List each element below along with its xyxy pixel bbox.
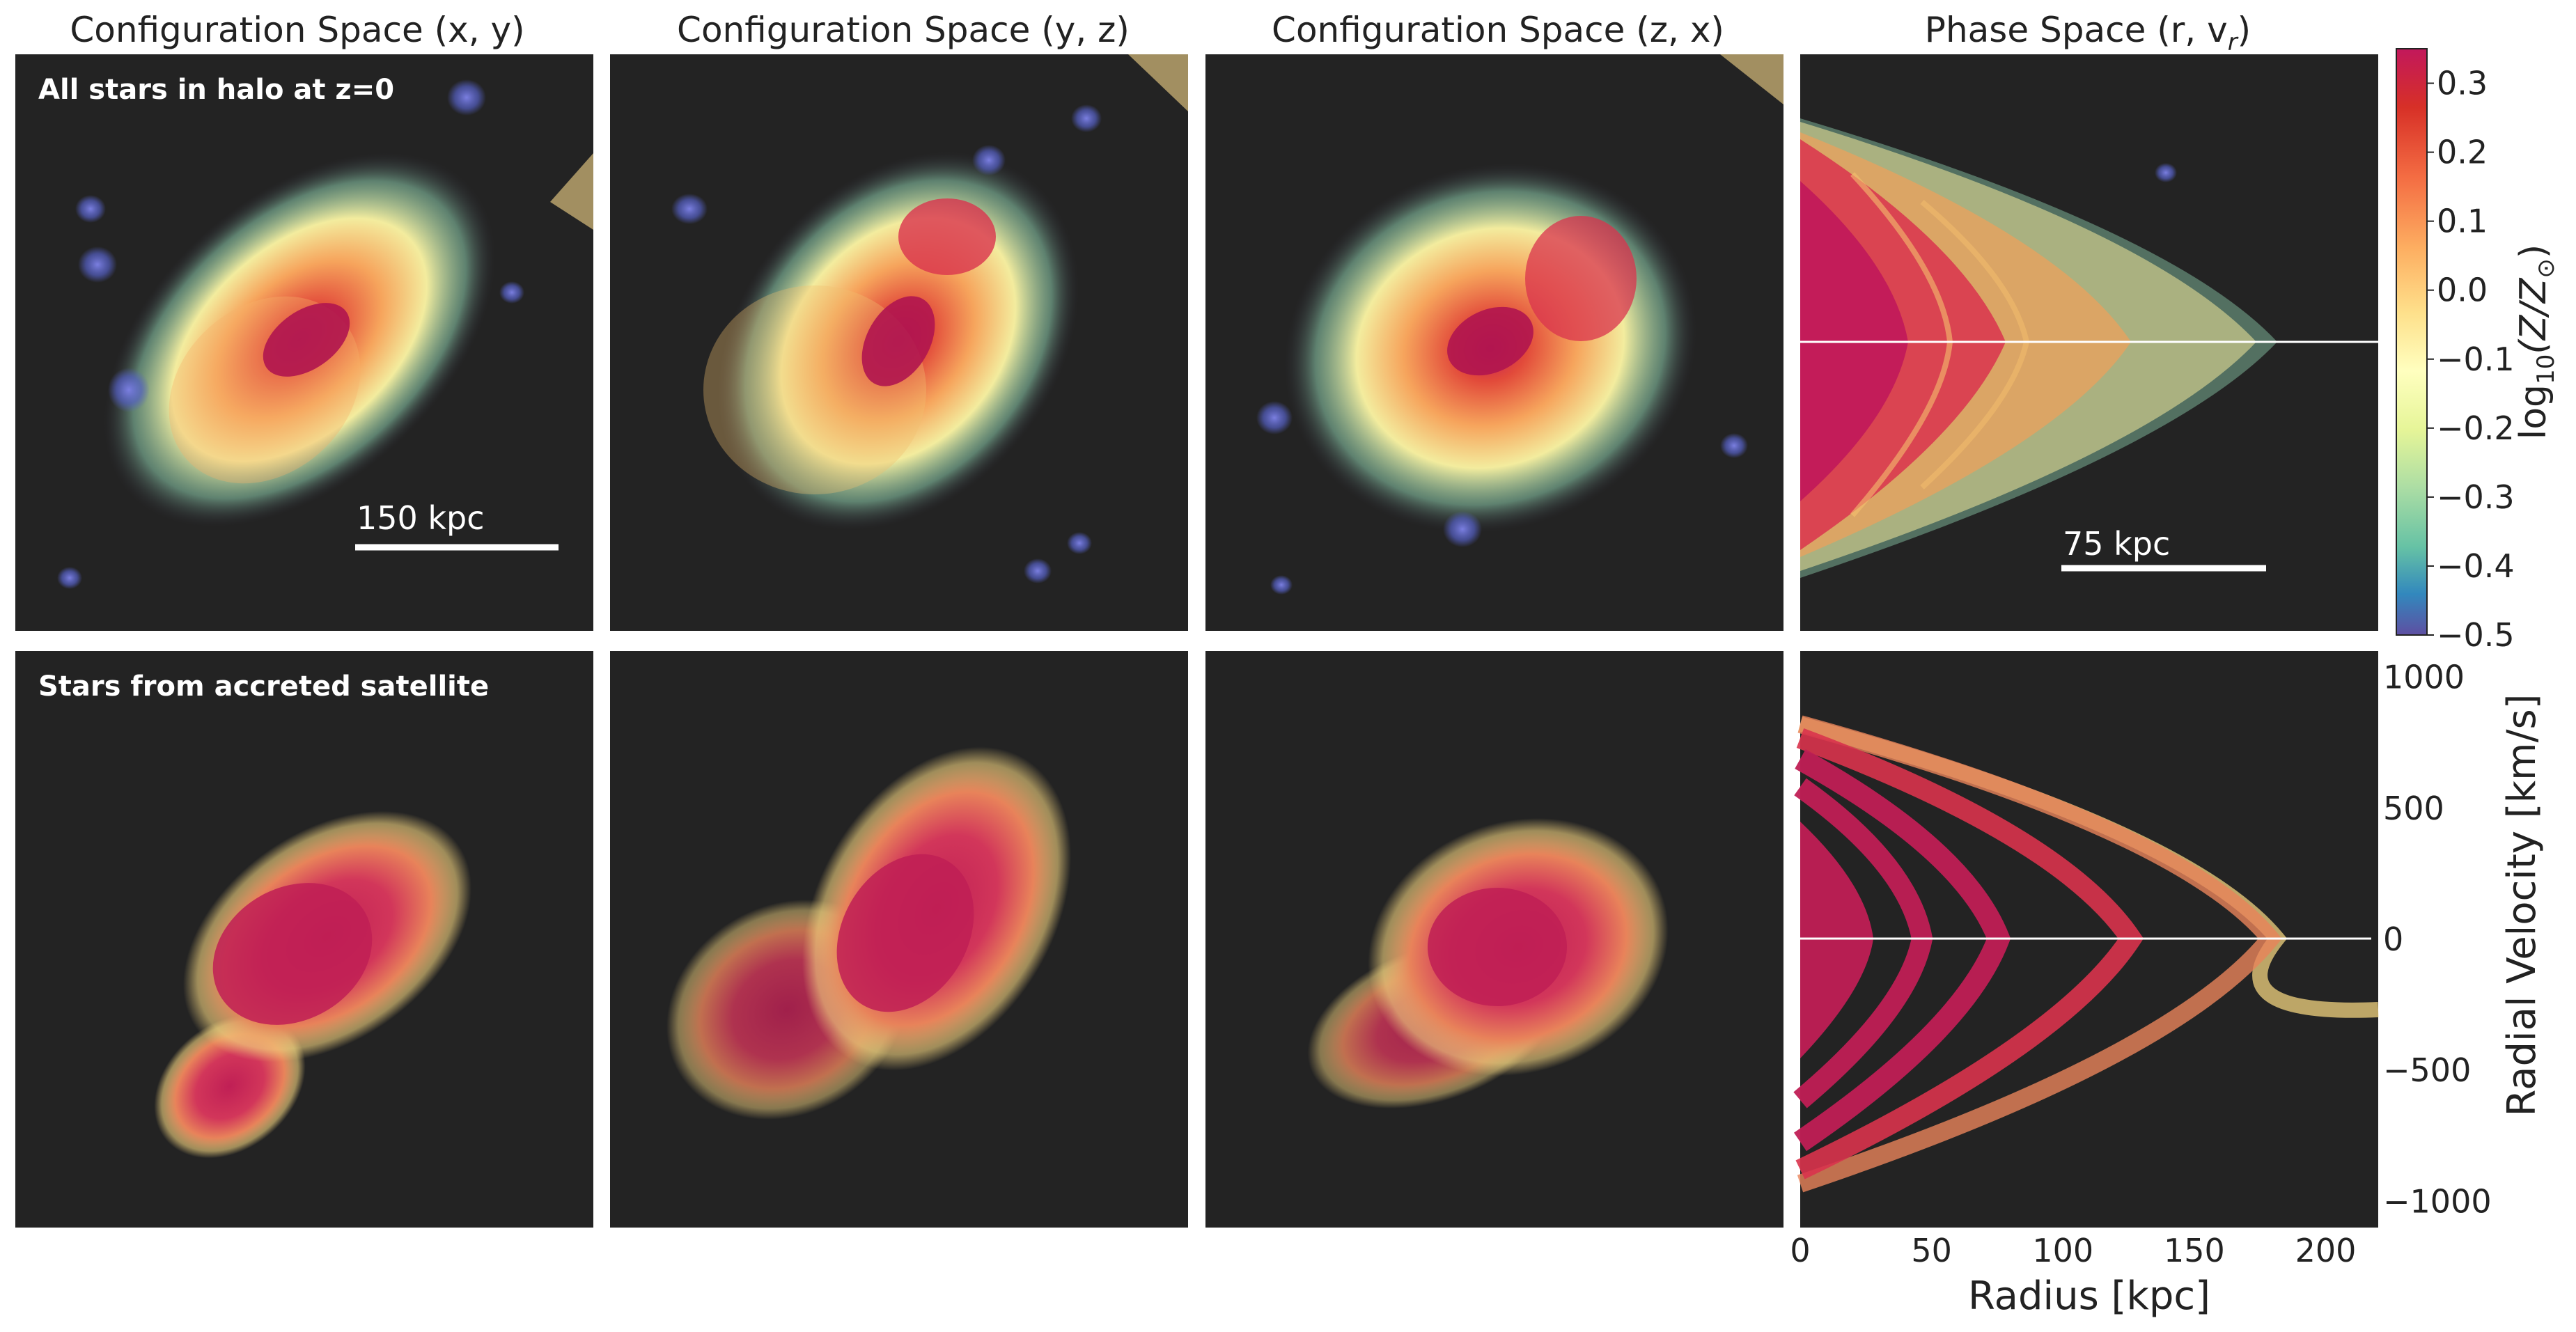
colorbar-tick-label: 0.0 — [2437, 272, 2488, 309]
phase-ytick-label: 0 — [2383, 920, 2403, 958]
scale-bar-150-label: 150 kpc — [357, 499, 485, 537]
panel-phase-satellite: 0 50 100 150 200 1000 500 0 −500 −1000 Radius [k… — [1790, 651, 2545, 1319]
phase-xtick-label: 200 — [2295, 1232, 2357, 1269]
phase-x-ticks: 0 50 100 150 200 — [1790, 1232, 2356, 1269]
phase-xlabel: Radius [kpc] — [1968, 1274, 2210, 1319]
panel-config-xy-satellite: Stars from accreted satellite — [15, 651, 593, 1228]
title-phase-sub: r — [2228, 29, 2239, 56]
phase-ytick-label: 500 — [2383, 790, 2444, 827]
panel-config-zx-all — [1205, 54, 1783, 631]
title-phase-main: Phase Space (r, v — [1925, 10, 2228, 50]
phase-xtick-label: 0 — [1790, 1232, 1810, 1269]
colorbar-label: log10(Z/Z⊙) — [2513, 244, 2560, 439]
colorbar-tick-label: −0.3 — [2437, 478, 2515, 516]
row-label-all-stars: All stars in halo at z=0 — [38, 74, 394, 106]
colorbar-tick-label: −0.2 — [2437, 409, 2515, 447]
phase-y-ticks: 1000 500 0 −500 −1000 — [2383, 659, 2492, 1221]
phase-ytick-label: −1000 — [2383, 1182, 2492, 1220]
colorbar-tick-label: 0.3 — [2437, 65, 2488, 102]
title-phase-close: ) — [2238, 10, 2251, 50]
title-config-yz: Configuration Space (y, z) — [677, 10, 1130, 50]
phase-xtick-label: 100 — [2032, 1232, 2093, 1269]
colorbar-tick-label: 0.1 — [2437, 203, 2488, 240]
phase-ytick-label: 1000 — [2383, 659, 2465, 696]
colorbar-label-sub: 10 — [2532, 354, 2560, 384]
colorbar-label-log: log — [2513, 384, 2554, 439]
colorbar-tick-label: −0.4 — [2437, 547, 2515, 585]
row-label-satellite: Stars from accreted satellite — [38, 671, 489, 703]
panel-phase-all: 75 kpc — [1800, 54, 2378, 631]
panel-config-yz-all — [610, 54, 1188, 631]
colorbar-label-sun: ⊙ — [2532, 258, 2560, 279]
phase-ytick-label: −500 — [2383, 1051, 2471, 1089]
panel-config-yz-satellite — [610, 651, 1188, 1228]
phase-xtick-label: 50 — [1911, 1232, 1952, 1269]
colorbar-ticks: 0.3 0.2 0.1 0.0 −0.1 −0.2 −0.3 −0.4 −0.5 — [2427, 65, 2515, 654]
title-config-xy: Configuration Space (x, y) — [70, 10, 524, 50]
title-phase-space: Phase Space (r, vr) — [1925, 10, 2251, 56]
colorbar-label-close: ) — [2513, 244, 2554, 258]
panel-config-xy-all: All stars in halo at z=0 150 kpc — [15, 54, 593, 631]
colorbar: 0.3 0.2 0.1 0.0 −0.1 −0.2 −0.3 −0.4 −0.5 log10(Z… — [2396, 48, 2560, 654]
phase-ylabel: Radial Velocity [km/s] — [2499, 694, 2545, 1117]
colorbar-tick-label: −0.1 — [2437, 340, 2515, 378]
phase-xtick-label: 150 — [2164, 1232, 2225, 1269]
panel-config-zx-satellite — [1205, 651, 1783, 1228]
colorbar-label-body: (Z/Z — [2513, 277, 2554, 354]
title-config-zx: Configuration Space (z, x) — [1272, 10, 1724, 50]
colorbar-tick-label: −0.5 — [2437, 616, 2515, 654]
colorbar-tick-label: 0.2 — [2437, 134, 2488, 171]
scale-bar-75-label: 75 kpc — [2063, 525, 2170, 563]
